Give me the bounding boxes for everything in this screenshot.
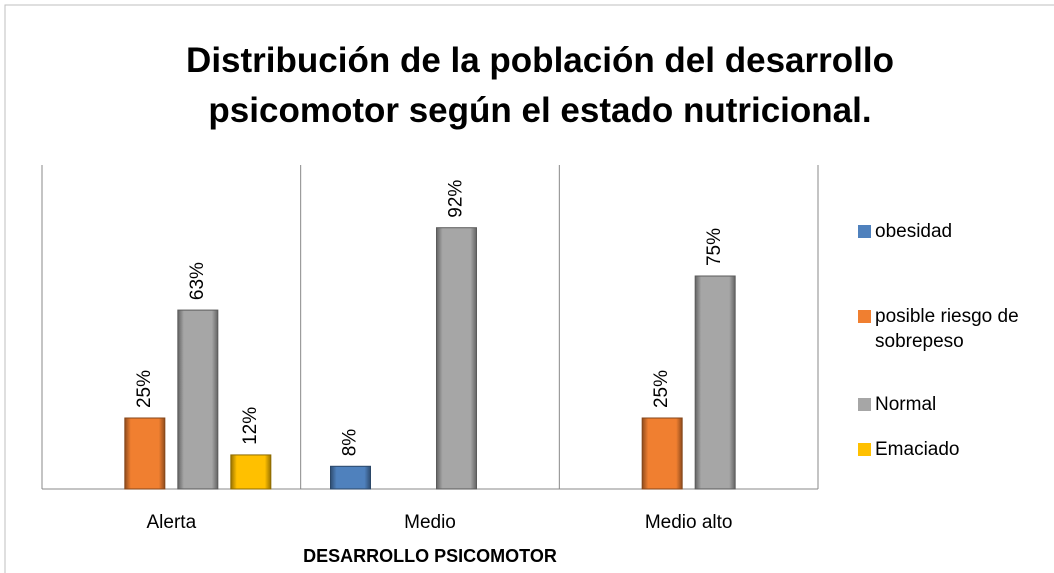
chart-border xyxy=(4,4,1054,573)
legend-swatch xyxy=(858,225,871,238)
legend-item: obesidad xyxy=(858,219,1038,244)
legend-label: obesidad xyxy=(875,221,953,242)
x-tick-label: Medio xyxy=(404,512,456,533)
data-label: 92% xyxy=(446,180,467,218)
legend-item: posible riesgo de sobrepeso xyxy=(858,304,1038,354)
legend-label: posible riesgo de sobrepeso xyxy=(875,306,1019,352)
data-label: 8% xyxy=(340,429,361,457)
bar xyxy=(230,454,272,490)
x-tick-label: Medio alto xyxy=(645,512,733,533)
bar xyxy=(124,417,166,490)
data-label: 75% xyxy=(704,228,725,266)
bar xyxy=(330,465,371,490)
bar xyxy=(694,275,736,490)
legend-swatch xyxy=(858,398,871,411)
bar xyxy=(641,417,683,490)
data-label: 25% xyxy=(134,370,155,408)
legend-swatch xyxy=(858,310,871,323)
legend-label: Emaciado xyxy=(875,439,960,460)
x-axis-label: DESARROLLO PSICOMOTOR xyxy=(303,546,557,566)
legend-label: Normal xyxy=(875,394,937,415)
x-tick-label: Alerta xyxy=(147,512,197,533)
legend-item: Normal xyxy=(858,392,1038,417)
legend-item: Emaciado xyxy=(858,437,1038,462)
chart-title: Distribución de la población del desarro… xyxy=(186,41,894,130)
bar xyxy=(177,309,219,490)
legend-swatch xyxy=(858,443,871,456)
data-label: 63% xyxy=(187,262,208,300)
data-label: 25% xyxy=(651,370,672,408)
data-label: 12% xyxy=(240,407,261,445)
bar xyxy=(436,227,477,490)
